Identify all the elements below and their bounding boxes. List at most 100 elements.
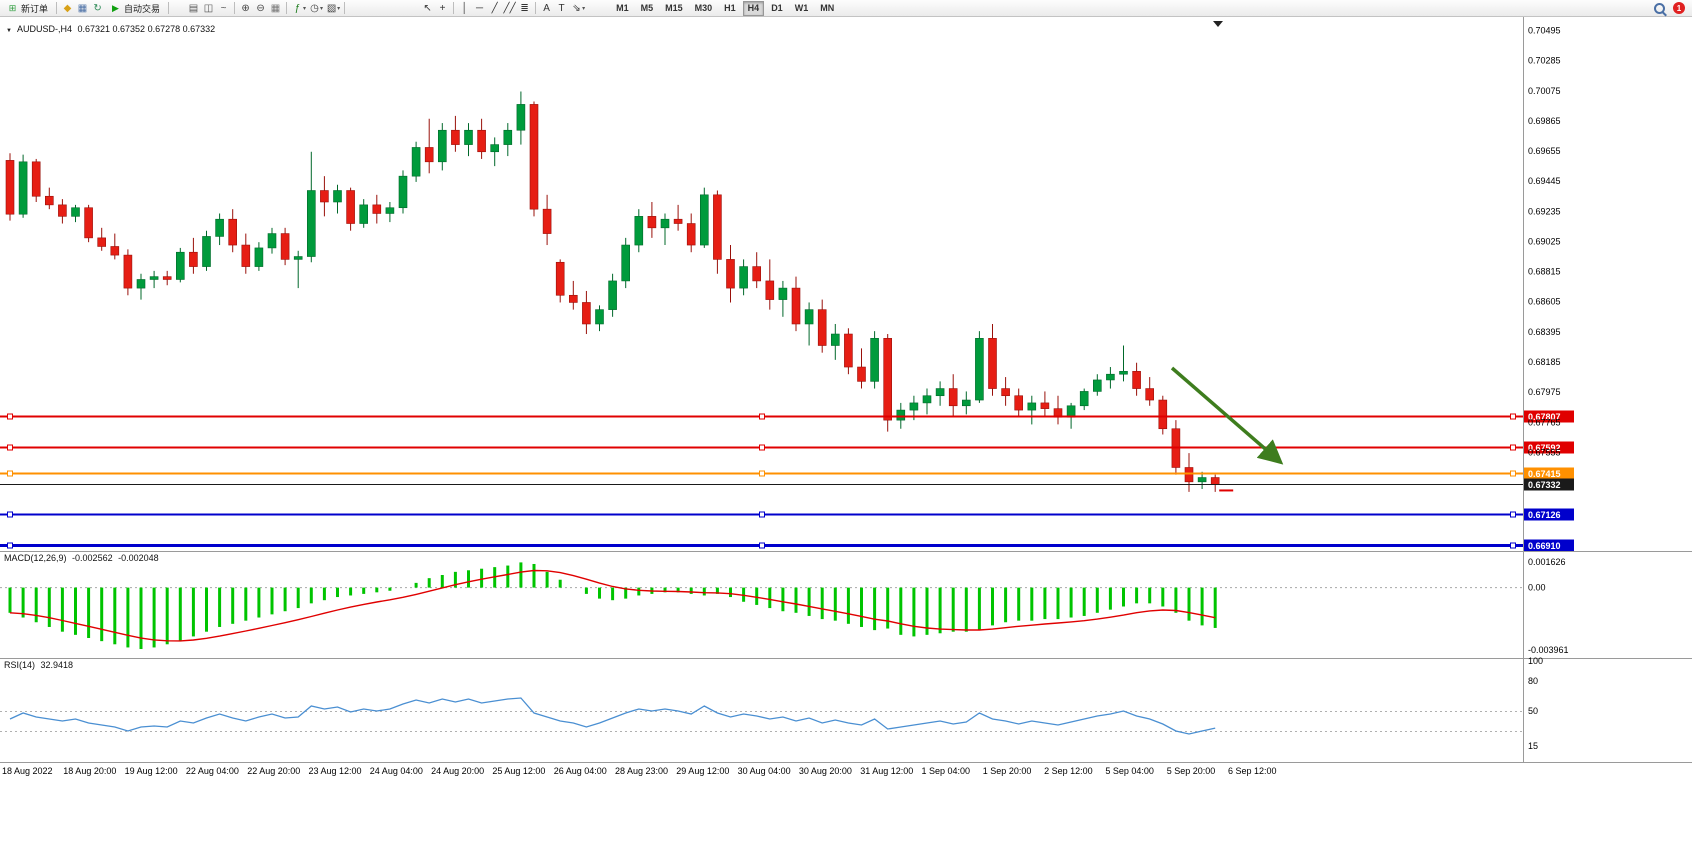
fibonacci-icon[interactable]: ≣ xyxy=(520,2,529,14)
profiles-icon[interactable]: ◆ xyxy=(63,2,72,14)
timeframe-m15-button[interactable]: M15 xyxy=(665,2,683,13)
current-price-line[interactable]: 0.67332 xyxy=(0,478,1574,491)
timeframe-m5-button[interactable]: M5 xyxy=(640,2,654,13)
text-icon[interactable]: A xyxy=(543,2,550,14)
timeframe-h4-button[interactable]: H4 xyxy=(742,0,765,16)
search-icon[interactable] xyxy=(1654,2,1665,14)
zoom-out-icon[interactable]: ⊖ xyxy=(256,2,265,14)
line-handle[interactable] xyxy=(1510,444,1516,451)
price-tag xyxy=(1524,467,1574,480)
line-handle[interactable] xyxy=(1510,542,1516,549)
horizontal-line-object[interactable]: 0.66910 xyxy=(0,539,1574,552)
zoom-in-icon[interactable]: ⊕ xyxy=(241,2,250,14)
line-handle[interactable] xyxy=(1510,511,1516,518)
svg-text:5 Sep 20:00: 5 Sep 20:00 xyxy=(1167,766,1216,776)
svg-text:18 Aug 2022: 18 Aug 2022 xyxy=(2,766,53,776)
candlestick-chart-icon[interactable]: ◫ xyxy=(203,2,214,14)
svg-text:0.68185: 0.68185 xyxy=(1528,357,1561,367)
timeframe-h1-button[interactable]: H1 xyxy=(724,2,736,13)
toolbar-separator xyxy=(535,2,537,14)
toolbar-separator xyxy=(344,2,346,14)
horizontal-line-object[interactable]: 0.67126 xyxy=(0,508,1574,521)
line-handle[interactable] xyxy=(7,542,13,549)
vertical-line-icon[interactable]: │ xyxy=(461,2,468,14)
line-handle[interactable] xyxy=(7,444,13,451)
panel-separators[interactable] xyxy=(0,17,1692,763)
autotrading-button-label: 自动交易 xyxy=(124,3,161,14)
arrows-tool-icon[interactable]: ⇘ xyxy=(572,2,581,14)
line-handle[interactable] xyxy=(1510,470,1516,477)
cursor-icon[interactable]: ↖ xyxy=(423,2,432,14)
tile-windows-icon[interactable]: ▦ xyxy=(270,2,281,14)
price-tag xyxy=(1524,410,1574,423)
market-watch-icon[interactable]: ▦ xyxy=(77,2,88,14)
text-label-icon[interactable]: T xyxy=(558,2,565,14)
svg-text:100: 100 xyxy=(1528,656,1543,666)
horizontal-line-object[interactable]: 0.67592 xyxy=(0,441,1574,454)
svg-text:0.70495: 0.70495 xyxy=(1528,26,1561,36)
periods-icon[interactable]: ◷ xyxy=(310,2,319,14)
timeframe-mn-button[interactable]: MN xyxy=(820,2,835,13)
line-handle[interactable] xyxy=(759,542,765,549)
macd-histogram xyxy=(8,562,1217,650)
dropdown-arrow-icon[interactable]: ▾ xyxy=(320,5,324,12)
autotrading-icon: ▶ xyxy=(112,2,119,13)
price-tag-label: 0.67415 xyxy=(1528,469,1561,479)
toolbar-items: ⊞ 新订单 ◆ ▦ ↻ ▶ 自动交易 ▤ ◫ ~ ⊕ ⊖ ▦ ƒ ▾ ◷ ▾ ▧ ▾ ↖ + │ ─ ╱ ╱╱ ≣ A T ⇘ ▾ xyxy=(2,0,602,16)
channel-icon[interactable]: ╱╱ xyxy=(503,2,516,14)
new-order-button[interactable]: ⊞ 新订单 xyxy=(2,1,53,16)
templates-icon[interactable]: ▧ xyxy=(326,2,337,14)
line-handle[interactable] xyxy=(759,444,765,451)
svg-text:0.69865: 0.69865 xyxy=(1528,116,1561,126)
dropdown-arrow-icon[interactable]: ▾ xyxy=(582,5,586,12)
toolbar-separator xyxy=(286,2,288,14)
price-axis[interactable]: 0.70495 0.70285 0.70075 0.69865 0.69655 0.694… xyxy=(1528,26,1561,458)
svg-text:0.69445: 0.69445 xyxy=(1528,176,1561,186)
line-handle[interactable] xyxy=(7,470,13,477)
chart-shift-marker[interactable] xyxy=(1213,21,1223,27)
macd-main-value: -0.002562 xyxy=(72,553,113,563)
price-tag xyxy=(1524,539,1574,552)
svg-text:26 Aug 04:00: 26 Aug 04:00 xyxy=(554,766,607,776)
indicators-icon[interactable]: ƒ xyxy=(294,2,301,14)
timeframe-w1-button[interactable]: W1 xyxy=(794,2,809,13)
svg-text:0.68605: 0.68605 xyxy=(1528,297,1561,307)
toolbar-separator xyxy=(56,2,58,14)
autotrading-button[interactable]: ▶ 自动交易 xyxy=(105,1,165,16)
horizontal-line-object[interactable]: 0.67415 xyxy=(0,467,1574,480)
collapse-triangle-icon[interactable]: ▼ xyxy=(6,28,12,34)
svg-text:31 Aug 12:00: 31 Aug 12:00 xyxy=(860,766,913,776)
toolbar-separator xyxy=(453,2,455,14)
trendline-icon[interactable]: ╱ xyxy=(491,2,498,14)
time-axis[interactable]: 18 Aug 2022 18 Aug 20:00 19 Aug 12:00 22 Au… xyxy=(2,766,1277,776)
line-handle[interactable] xyxy=(759,413,765,420)
line-handle[interactable] xyxy=(7,413,13,420)
trend-arrow-annotation[interactable] xyxy=(1170,366,1284,465)
line-handle[interactable] xyxy=(759,470,765,477)
macd-title: MACD(12,26,9) xyxy=(4,553,67,563)
dropdown-arrow-icon[interactable]: ▾ xyxy=(337,5,341,12)
symbol-ohlc-values: 0.67321 0.67352 0.67278 0.67332 xyxy=(77,24,216,34)
horizontal-line-icon[interactable]: ─ xyxy=(476,2,484,14)
line-chart-icon[interactable]: ~ xyxy=(220,2,227,14)
line-handle[interactable] xyxy=(1510,413,1516,420)
notification-badge[interactable]: 1 xyxy=(1673,2,1685,14)
crosshair-icon[interactable]: + xyxy=(439,2,446,14)
toolbar-separator xyxy=(234,2,236,14)
price-tag xyxy=(1524,441,1574,454)
line-handle[interactable] xyxy=(759,511,765,518)
price-tag-label: 0.67592 xyxy=(1528,443,1561,453)
horizontal-line-object[interactable]: 0.67807 xyxy=(0,410,1574,423)
bar-chart-icon[interactable]: ▤ xyxy=(188,2,199,14)
new-order-icon: ⊞ xyxy=(8,2,17,13)
timeframe-m1-button[interactable]: M1 xyxy=(616,2,629,13)
refresh-icon[interactable]: ↻ xyxy=(93,2,102,14)
line-handle[interactable] xyxy=(7,511,13,518)
timeframe-d1-button[interactable]: D1 xyxy=(771,2,783,13)
timeframe-m30-button[interactable]: M30 xyxy=(694,2,713,13)
toolbar-separator xyxy=(168,2,170,14)
svg-text:30 Aug 20:00: 30 Aug 20:00 xyxy=(799,766,852,776)
dropdown-arrow-icon[interactable]: ▾ xyxy=(303,5,307,12)
